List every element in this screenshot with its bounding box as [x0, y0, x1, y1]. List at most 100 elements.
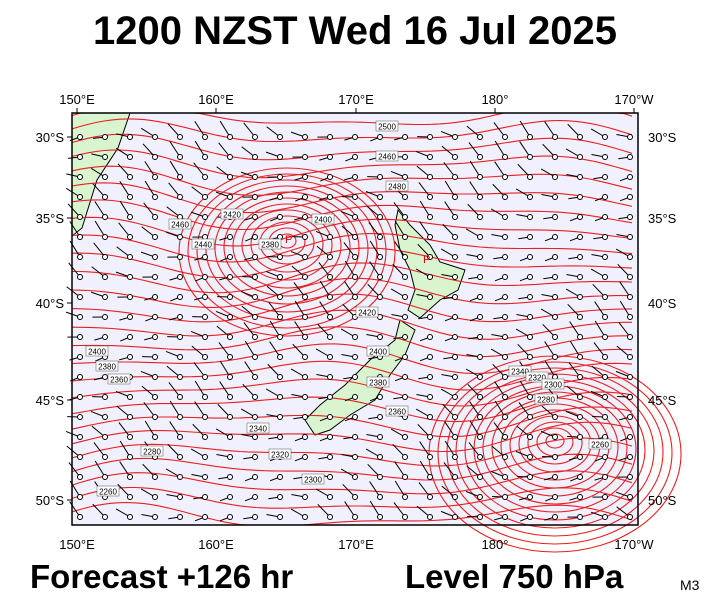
- barb-station: [552, 334, 558, 340]
- lat-label-left: 45°S: [36, 393, 65, 408]
- barb-station: [427, 234, 433, 240]
- barb-station: [452, 234, 458, 240]
- barb-staff: [294, 300, 306, 318]
- contour-label: 2280: [537, 396, 555, 405]
- barb-station: [202, 334, 208, 340]
- barb-station: [302, 254, 308, 260]
- barb-station: [277, 174, 283, 180]
- barb-staff: [168, 382, 181, 398]
- contour-label: 2340: [511, 368, 529, 377]
- barb-station: [352, 194, 358, 200]
- barb-station: [277, 294, 283, 300]
- barb-station: [277, 314, 283, 320]
- barb-staff: [519, 141, 531, 158]
- barb-staff: [394, 461, 406, 478]
- barb-station: [452, 194, 458, 200]
- barb-station: [127, 514, 133, 520]
- barb-staff: [468, 142, 481, 158]
- barb-station: [502, 194, 508, 200]
- barb-station: [377, 414, 383, 420]
- barb-staff: [468, 442, 481, 458]
- barb-station: [577, 174, 583, 180]
- barb-station: [602, 494, 608, 500]
- barb-station: [377, 474, 383, 480]
- barb-staff: [169, 141, 181, 158]
- barb-station: [502, 154, 508, 160]
- lon-label-bottom: 170°E: [338, 537, 374, 552]
- barb-station: [227, 154, 233, 160]
- barb-station: [352, 414, 358, 420]
- barb-station: [477, 274, 483, 280]
- lat-label-left: 40°S: [36, 296, 65, 311]
- barb-staff: [193, 162, 206, 178]
- barb-station: [177, 454, 183, 460]
- lon-label-bottom: 180°: [482, 537, 509, 552]
- barb-station: [402, 194, 408, 200]
- barb-station: [602, 414, 608, 420]
- lat-label-right: 45°S: [648, 393, 677, 408]
- barb-station: [277, 394, 283, 400]
- barb-station: [452, 174, 458, 180]
- barb-station: [302, 174, 308, 180]
- barb-station: [577, 494, 583, 500]
- contour-label: 2400: [88, 348, 106, 357]
- barb-station: [352, 134, 358, 140]
- barb-station: [252, 134, 258, 140]
- barb-station: [627, 494, 633, 500]
- barb-staff: [94, 220, 106, 238]
- barb-station: [552, 274, 558, 280]
- barb-staff: [544, 121, 556, 138]
- barb-station: [227, 374, 233, 380]
- barb-station: [177, 474, 183, 480]
- lon-label-top: 180°: [482, 92, 509, 107]
- barb-station: [402, 494, 408, 500]
- barb-staff: [194, 380, 206, 398]
- barb-station: [527, 354, 533, 360]
- barb-station: [377, 134, 383, 140]
- contour: [71, 502, 633, 526]
- contour-label: 2300: [304, 476, 322, 485]
- barb-station: [77, 174, 83, 180]
- barb-station: [452, 514, 458, 520]
- barb-station: [577, 154, 583, 160]
- contour: [71, 133, 633, 161]
- barb-station: [177, 414, 183, 420]
- barb-station: [552, 494, 558, 500]
- barb-station: [277, 154, 283, 160]
- barb-station: [627, 354, 633, 360]
- barb-station: [377, 434, 383, 440]
- barb-station: [227, 314, 233, 320]
- barb-staff: [443, 162, 456, 178]
- barb-station: [302, 214, 308, 220]
- barb-station: [152, 314, 158, 320]
- barb-station: [127, 134, 133, 140]
- contour-label-box: [588, 438, 612, 450]
- barb-station: [152, 474, 158, 480]
- contour-label: 2320: [271, 451, 289, 460]
- barb-station: [227, 474, 233, 480]
- barb-station: [377, 274, 383, 280]
- barb-station: [377, 294, 383, 300]
- barb-station: [502, 334, 508, 340]
- barb-staff: [169, 421, 181, 438]
- barb-station: [102, 234, 108, 240]
- barb-station: [352, 434, 358, 440]
- barb-station: [627, 134, 633, 140]
- barb-station: [577, 394, 583, 400]
- contour-label: 2360: [388, 408, 406, 417]
- contour-label: 2320: [528, 374, 546, 383]
- barb-staff: [218, 342, 231, 358]
- barb-staff: [344, 281, 356, 298]
- barb-station: [177, 374, 183, 380]
- contour: [71, 486, 633, 509]
- contour-ring: [250, 215, 324, 273]
- title: 1200 NZST Wed 16 Jul 2025: [93, 9, 617, 53]
- barb-station: [127, 394, 133, 400]
- barb-station: [452, 354, 458, 360]
- barb-station: [327, 434, 333, 440]
- barb-station: [302, 374, 308, 380]
- barb-station: [277, 494, 283, 500]
- contour-label-box: [375, 150, 399, 162]
- barb-staff: [569, 340, 581, 358]
- barb-station: [452, 134, 458, 140]
